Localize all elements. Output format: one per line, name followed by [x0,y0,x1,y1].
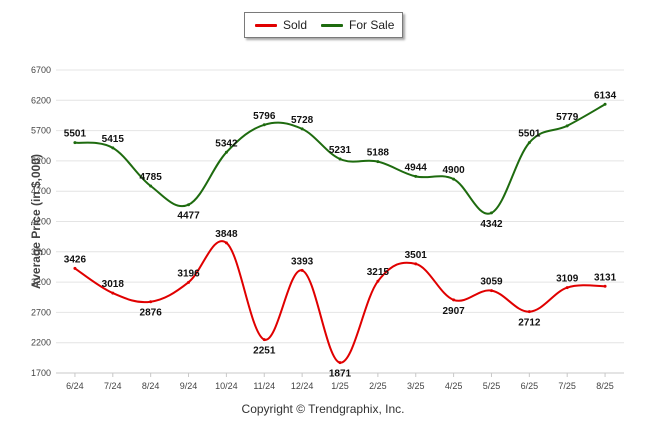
data-point-sold [300,268,304,272]
legend-label-for-sale: For Sale [349,18,395,32]
data-label-for-sale: 5188 [367,148,390,159]
y-tick-label: 3700 [31,247,51,257]
copyright-footer: Copyright © Trendgraphix, Inc. [241,402,405,416]
data-label-for-sale: 5501 [64,129,87,140]
data-label-sold: 3393 [291,256,314,267]
legend-item-for-sale[interactable]: For Sale [321,18,394,32]
data-point-for-sale [111,146,115,150]
data-point-sold [452,298,456,302]
data-point-for-sale [452,177,456,181]
data-point-for-sale [527,141,531,145]
data-point-sold [489,289,493,293]
data-label-for-sale: 5501 [518,129,541,140]
x-tick-label: 8/24 [142,381,160,391]
y-tick-label: 6200 [31,95,51,105]
data-point-sold [149,300,153,304]
x-tick-label: 8/25 [596,381,614,391]
legend-swatch-sold [255,23,277,27]
data-label-sold: 3215 [367,267,390,278]
legend-swatch-for-sale [321,23,344,27]
data-label-sold: 3109 [556,274,579,285]
y-tick-label: 6700 [31,65,51,75]
legend-label-sold: Sold [283,18,308,32]
data-label-sold: 2251 [253,346,276,357]
data-point-for-sale [565,124,569,128]
x-tick-label: 5/25 [483,381,501,391]
y-tick-label: 2200 [31,338,51,348]
chart-legend: Sold For Sale [244,12,403,38]
x-tick-label: 10/24 [215,381,238,391]
y-tick-label: 4200 [31,217,51,227]
data-point-sold [73,266,77,270]
data-label-for-sale: 5342 [215,138,238,149]
y-tick-label: 5200 [31,156,51,166]
x-tick-label: 3/25 [407,381,425,391]
data-point-for-sale [603,102,607,106]
y-tick-label: 4700 [31,186,51,196]
x-tick-label: 12/24 [291,381,314,391]
data-label-for-sale: 4944 [405,162,428,173]
data-label-sold: 2712 [518,318,541,329]
x-tick-label: 9/24 [180,381,198,391]
data-label-for-sale: 5779 [556,112,579,123]
data-label-sold: 3018 [102,279,125,290]
y-tick-label: 2700 [31,307,51,317]
data-label-for-sale: 6134 [594,90,617,101]
data-point-for-sale [376,160,380,164]
data-label-sold: 1871 [329,369,352,380]
x-tick-label: 6/24 [66,381,84,391]
data-label-sold: 2876 [140,308,163,319]
x-tick-label: 2/25 [369,381,387,391]
data-label-for-sale: 5231 [329,145,352,156]
data-point-sold [262,338,266,342]
x-tick-label: 6/25 [521,381,539,391]
data-point-for-sale [149,184,153,188]
data-point-sold [603,284,607,288]
data-point-for-sale [300,127,304,131]
data-label-for-sale: 4342 [480,219,503,230]
data-label-sold: 2907 [442,306,465,317]
x-tick-label: 7/24 [104,381,122,391]
data-point-sold [414,262,418,266]
y-tick-label: 5700 [31,126,51,136]
data-point-sold [111,291,115,295]
data-point-sold [565,286,569,290]
data-label-sold: 3426 [64,254,87,265]
data-label-sold: 3501 [405,250,428,261]
data-label-sold: 3196 [177,268,200,279]
x-tick-label: 4/25 [445,381,463,391]
data-label-sold: 3131 [594,272,617,283]
data-label-sold: 3059 [480,277,503,288]
data-point-sold [187,280,191,284]
data-point-sold [224,241,228,245]
data-label-for-sale: 5415 [102,134,125,145]
data-label-for-sale: 5728 [291,115,314,126]
y-tick-label: 1700 [31,368,51,378]
data-point-sold [338,361,342,365]
data-point-for-sale [187,203,191,207]
y-axis-title: Average Price (in $,000) [29,154,43,289]
data-point-for-sale [73,141,77,145]
data-point-for-sale [414,174,418,178]
data-label-for-sale: 4785 [140,172,163,183]
data-point-for-sale [338,157,342,161]
data-point-for-sale [489,211,493,215]
data-point-for-sale [224,150,228,154]
data-label-for-sale: 5796 [253,111,276,122]
x-tick-label: 1/25 [331,381,349,391]
data-point-for-sale [262,123,266,127]
data-label-for-sale: 4477 [177,211,200,222]
legend-item-sold[interactable]: Sold [255,18,307,32]
y-tick-label: 3200 [31,277,51,287]
series-line-sold [74,240,606,364]
data-point-sold [527,310,531,314]
data-label-for-sale: 4900 [442,165,465,176]
data-label-sold: 3848 [215,229,238,240]
x-tick-label: 7/25 [558,381,576,391]
x-tick-label: 11/24 [253,381,275,391]
data-point-sold [376,279,380,283]
